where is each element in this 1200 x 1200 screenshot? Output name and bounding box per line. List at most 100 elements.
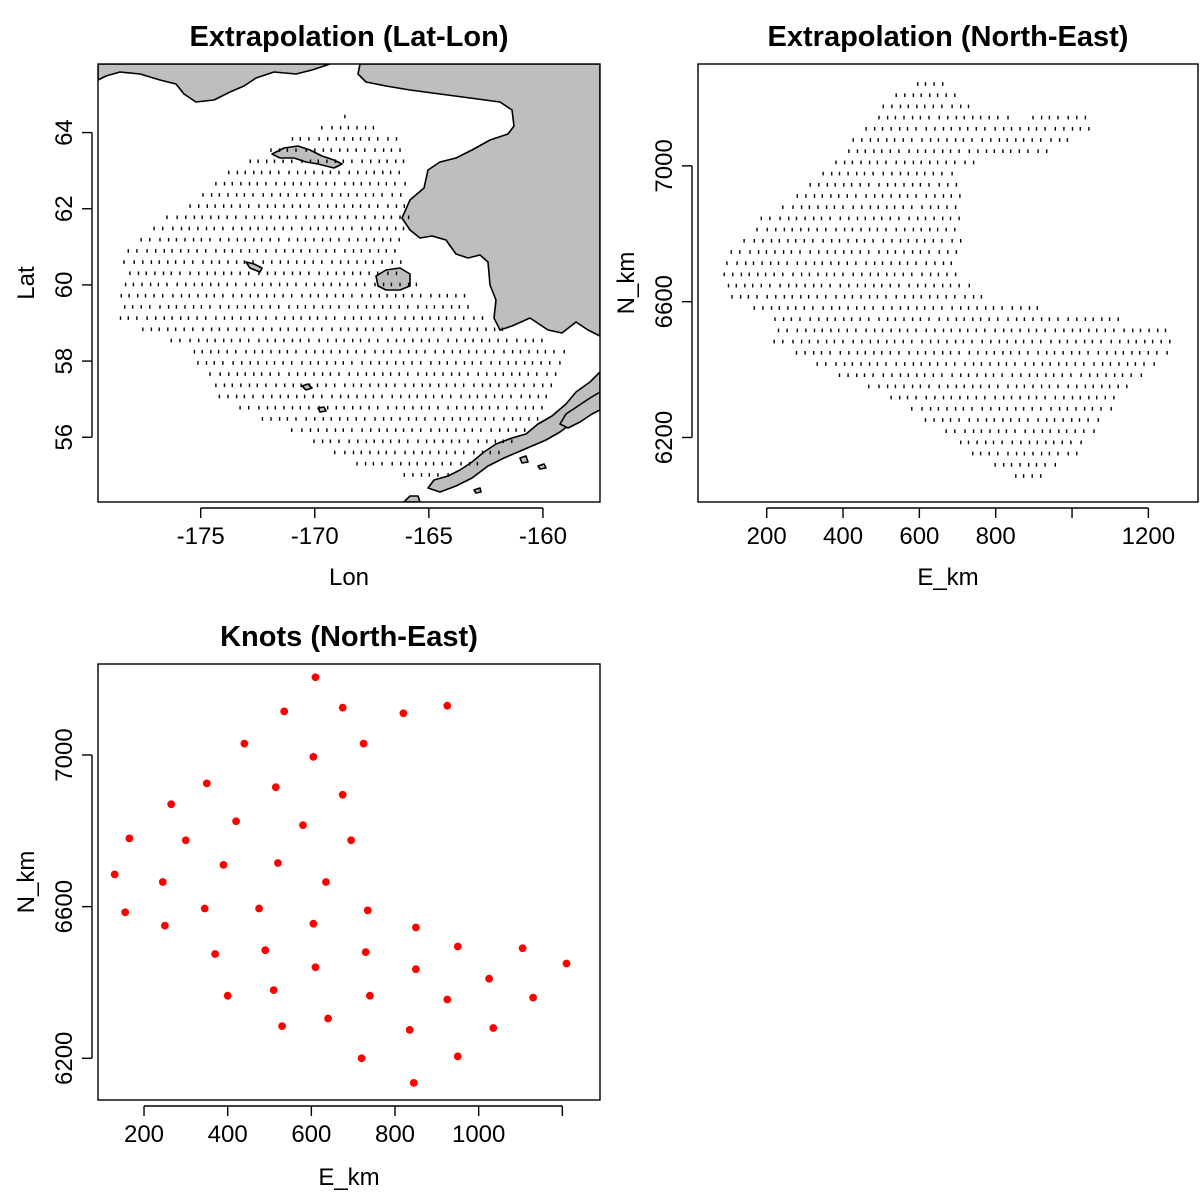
grid-point — [278, 305, 280, 309]
grid-point — [818, 317, 820, 321]
grid-point — [303, 193, 306, 197]
knot-point — [278, 1022, 286, 1030]
grid-point — [941, 373, 943, 377]
grid-point — [1067, 317, 1069, 321]
grid-point — [1070, 373, 1072, 377]
grid-point — [895, 362, 897, 366]
grid-point — [878, 115, 880, 120]
grid-point — [838, 373, 841, 377]
grid-point — [214, 271, 216, 276]
grid-point — [907, 306, 909, 310]
grid-point — [334, 361, 337, 365]
grid-point — [402, 159, 405, 164]
land-layer — [98, 64, 600, 502]
grid-point — [807, 295, 810, 299]
grid-point — [284, 383, 286, 388]
grid-point — [347, 394, 350, 399]
grid-point — [346, 282, 349, 287]
panel-knots: Knots (North-East) 200 400 600 800 100062006… — [13, 621, 601, 1191]
grid-point — [528, 417, 530, 421]
grid-point — [964, 429, 966, 433]
grid-point — [826, 183, 829, 187]
grid-point — [770, 239, 773, 243]
grid-point — [929, 295, 931, 299]
grid-point — [950, 261, 952, 265]
grid-point — [295, 148, 297, 152]
grid-point — [187, 316, 190, 320]
grid-point — [256, 316, 258, 320]
grid-point — [275, 249, 277, 253]
grid-point — [1054, 127, 1056, 131]
grid-point — [296, 394, 298, 399]
grid-point — [437, 338, 439, 343]
grid-point — [920, 93, 922, 97]
grid-point — [215, 383, 217, 388]
grid-point — [248, 181, 251, 186]
grid-point — [248, 383, 251, 388]
knot-point — [412, 965, 420, 974]
grid-point — [863, 239, 866, 243]
grid-point — [291, 226, 293, 231]
grid-point — [305, 148, 307, 152]
y-axis-label-latlon: Lat — [13, 266, 40, 300]
grid-point — [329, 439, 332, 444]
grid-point — [967, 328, 969, 333]
grid-point — [863, 171, 866, 176]
grid-point — [283, 204, 285, 208]
grid-point — [1003, 463, 1005, 467]
grid-point — [964, 362, 966, 366]
grid-point — [1046, 351, 1048, 355]
grid-point — [356, 193, 358, 197]
grid-point — [1134, 362, 1137, 366]
grid-point — [852, 272, 854, 277]
grid-point — [321, 237, 324, 242]
grid-point — [205, 226, 208, 231]
grid-point — [378, 159, 380, 164]
grid-point — [283, 271, 285, 276]
grid-point — [243, 327, 246, 332]
grid-point — [1066, 407, 1069, 411]
grid-point — [1035, 395, 1038, 400]
grid-point — [352, 137, 354, 141]
grid-point — [403, 473, 405, 477]
grid-point — [868, 160, 871, 165]
grid-point — [309, 293, 312, 298]
grid-point — [389, 237, 392, 242]
grid-point — [921, 272, 923, 277]
grid-point — [1101, 362, 1104, 366]
grid-point — [192, 305, 195, 309]
grid-point — [1101, 317, 1103, 321]
grid-point — [980, 295, 983, 299]
grid-point — [166, 215, 168, 220]
grid-point — [481, 316, 484, 320]
grid-point — [351, 428, 353, 432]
grid-point — [348, 170, 350, 175]
knot-point — [311, 673, 320, 682]
grid-point — [270, 148, 272, 152]
grid-point — [402, 428, 405, 432]
grid-point — [503, 417, 505, 421]
grid-point — [472, 338, 474, 343]
grid-point — [895, 227, 897, 232]
grid-point — [377, 137, 379, 141]
grid-point — [1044, 463, 1046, 467]
grid-point — [942, 149, 944, 153]
grid-point — [886, 272, 888, 277]
grid-point — [140, 305, 142, 309]
grid-point — [174, 327, 177, 332]
grid-point — [787, 306, 789, 310]
grid-point — [882, 171, 884, 176]
grid-point — [412, 473, 414, 477]
grid-point — [441, 394, 443, 399]
grid-point — [856, 216, 859, 221]
grid-point — [967, 373, 970, 377]
knot-point — [485, 974, 493, 983]
grid-point — [202, 260, 204, 264]
grid-point — [559, 361, 561, 365]
grid-point — [326, 428, 328, 432]
grid-point — [1044, 328, 1046, 333]
grid-point — [786, 261, 788, 265]
grid-point — [284, 316, 286, 320]
grid-point — [916, 373, 918, 377]
grid-point — [273, 159, 276, 164]
